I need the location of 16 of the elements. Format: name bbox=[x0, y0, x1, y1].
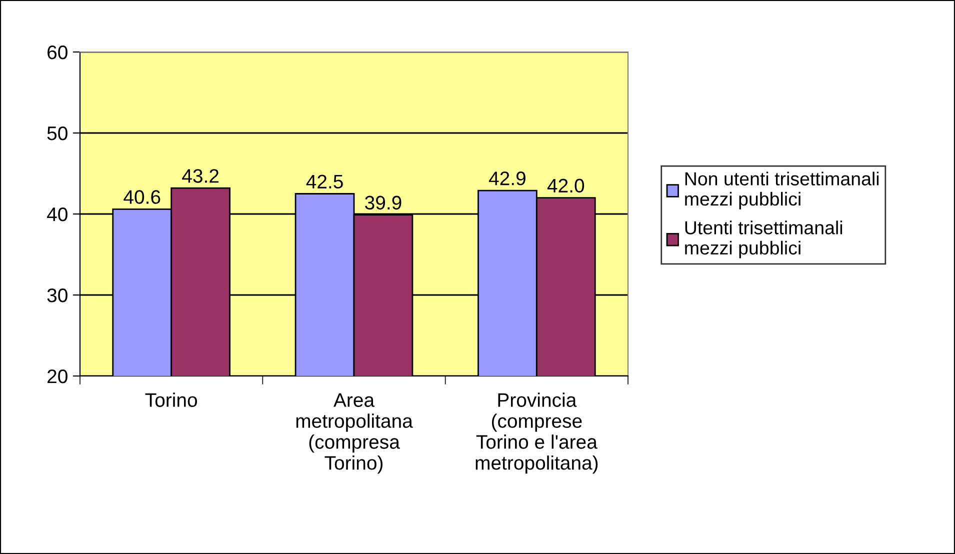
y-tick-label: 20 bbox=[48, 369, 68, 384]
data-label: 42.5 bbox=[306, 174, 343, 189]
x-tick-label: Provincia (comprese Torino e l'area metropolitana) bbox=[476, 392, 598, 474]
data-label: 42.9 bbox=[488, 172, 526, 186]
x-tick-label: Area metropolitana (compresa Torino) bbox=[296, 393, 413, 474]
data-label: 39.9 bbox=[365, 196, 402, 210]
y-tick-label: 40 bbox=[47, 207, 68, 222]
y-tick-label: 50 bbox=[47, 126, 68, 140]
data-label: 42.0 bbox=[547, 178, 584, 193]
data-label: 43.2 bbox=[182, 169, 219, 183]
legend-label: Non utenti trisettimanali mezzi pubblici bbox=[685, 172, 879, 210]
data-label: 40.6 bbox=[124, 190, 160, 204]
y-tick-label: 60 bbox=[48, 45, 68, 60]
y-tick-label: 30 bbox=[47, 288, 68, 302]
x-tick-label: Torino bbox=[145, 392, 197, 407]
legend-label: Utenti trisettimanali mezzi pubblici bbox=[685, 220, 842, 258]
